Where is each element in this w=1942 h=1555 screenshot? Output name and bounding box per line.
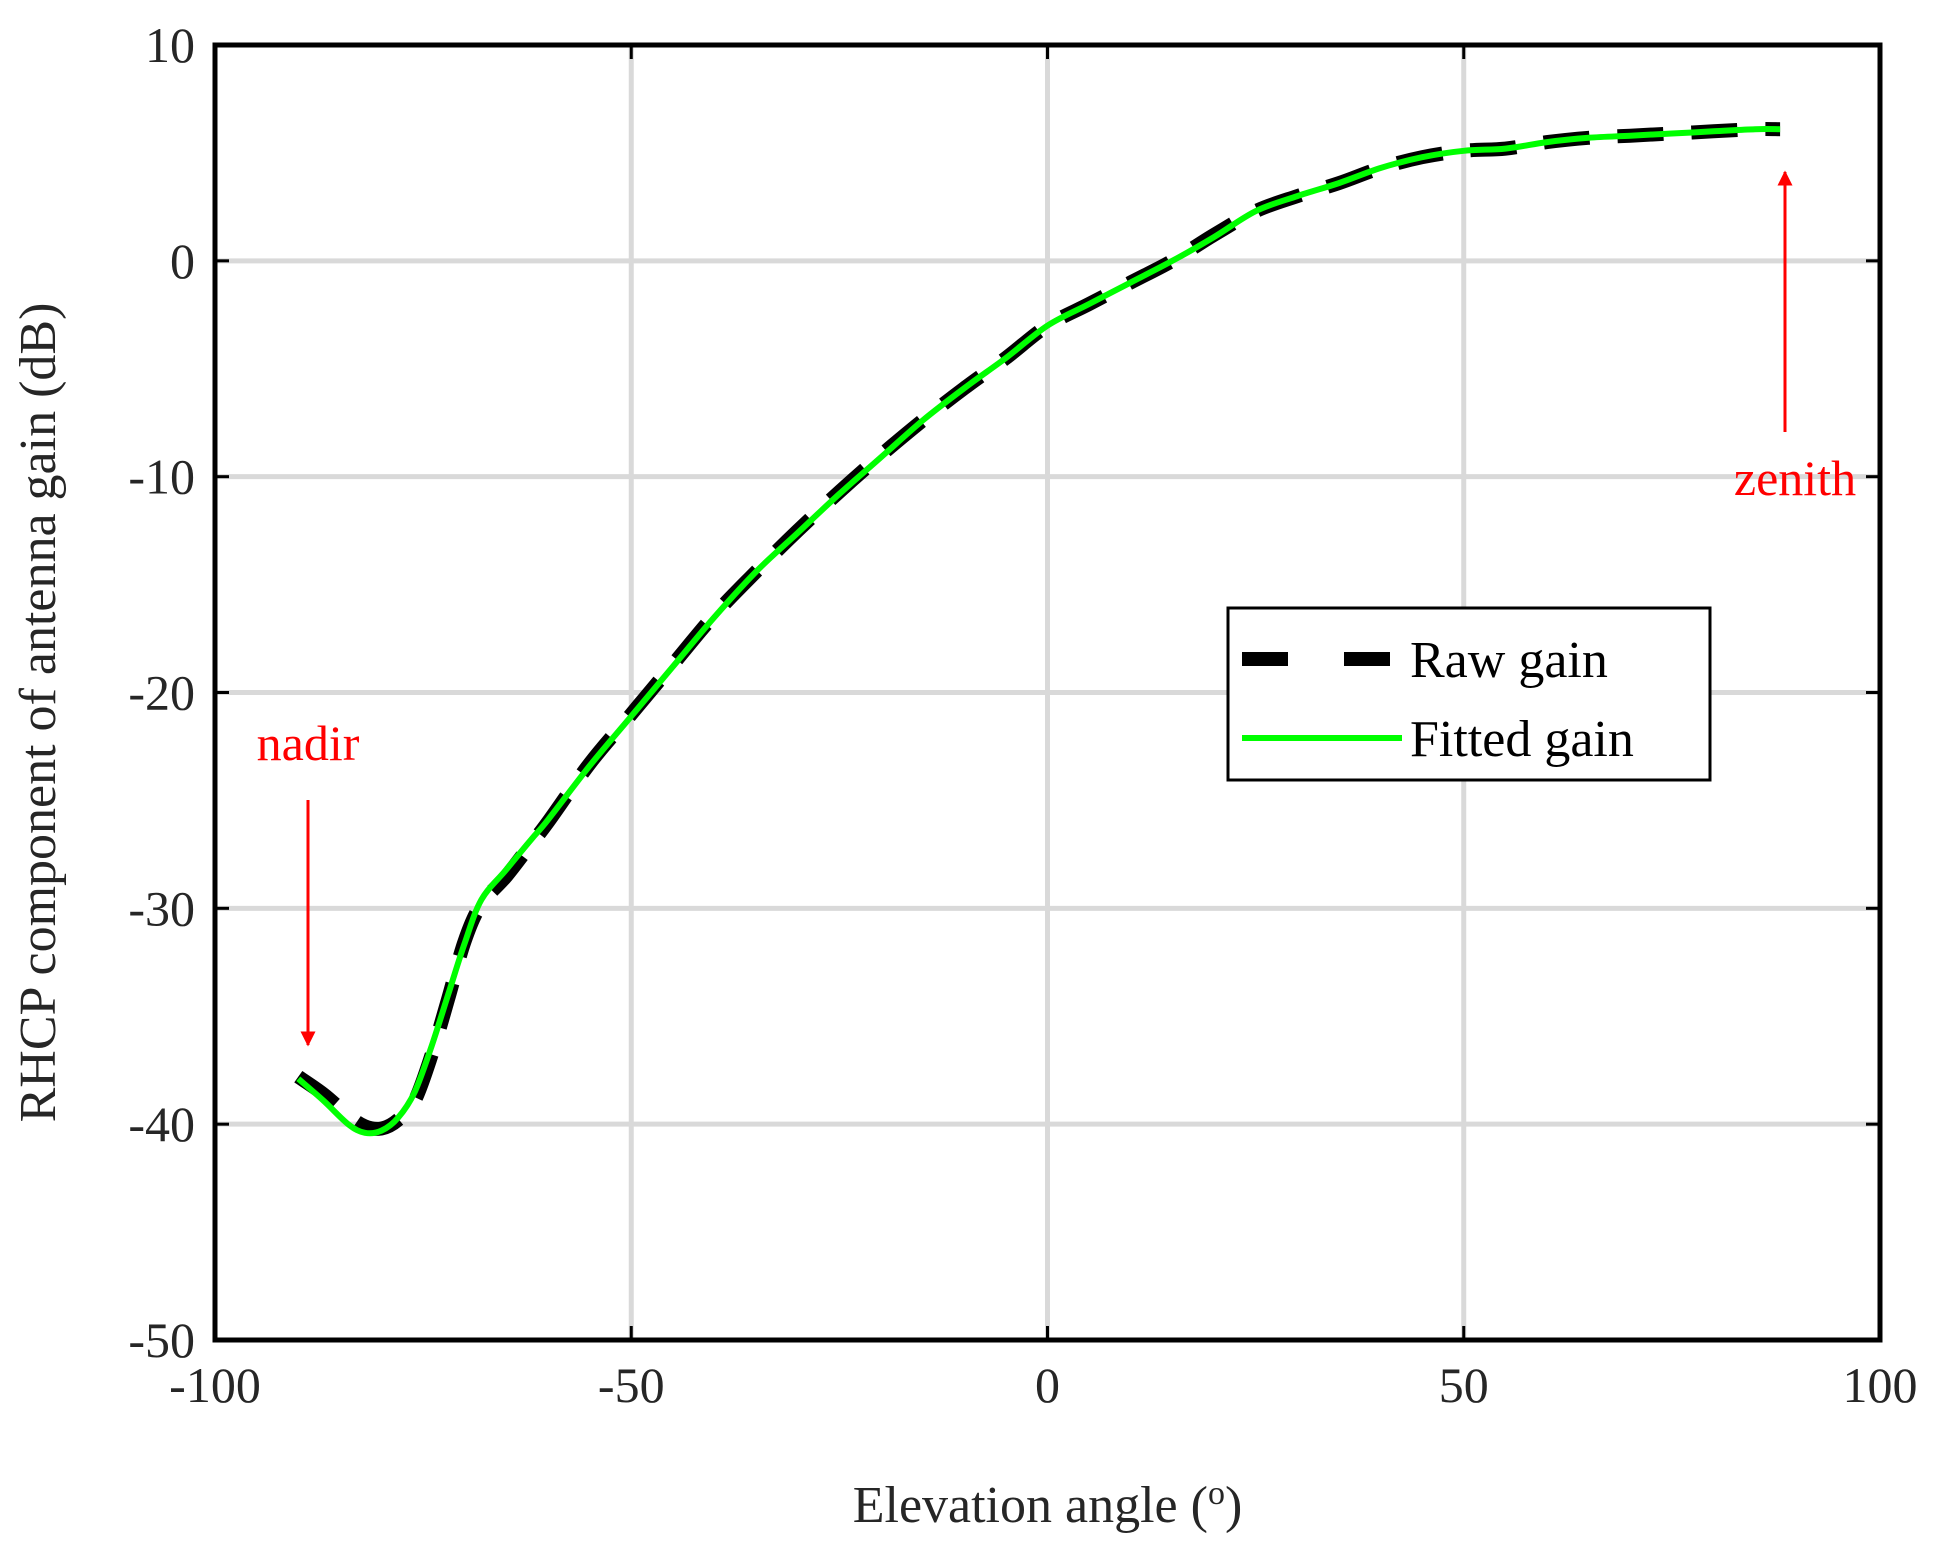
x-axis-title-main: Elevation angle ( [853, 1477, 1208, 1534]
x-tick-label: 0 [1035, 1357, 1060, 1413]
legend-label-fitted-gain: Fitted gain [1410, 711, 1634, 768]
y-tick-label: -50 [128, 1312, 195, 1368]
legend-label-raw-gain: Raw gain [1410, 632, 1608, 689]
legend-box [1226, 606, 1712, 782]
x-tick-label: 50 [1439, 1357, 1489, 1413]
grid-lines [215, 45, 1880, 1340]
legend: Raw gain Fitted gain [1226, 606, 1712, 782]
x-axis-title-end: ) [1225, 1477, 1242, 1534]
x-tick-label: -50 [598, 1357, 665, 1413]
x-axis-title: Elevation angle (o) [853, 1475, 1243, 1535]
x-tick-label: -100 [169, 1357, 261, 1413]
y-tick-label: -10 [128, 449, 195, 505]
y-tick-label: 0 [170, 233, 195, 289]
series-layer [294, 122, 1781, 1137]
y-tick-label: 10 [145, 17, 195, 73]
fitted-gain-line [296, 126, 1781, 1137]
nadir-annotation: nadir [257, 715, 360, 771]
y-tick-label: -30 [128, 880, 195, 936]
y-tick-label: -40 [128, 1096, 195, 1152]
y-axis-title: RHCP component of antenna gain (dB) [10, 303, 67, 1123]
x-axis-title-superscript: o [1208, 1475, 1225, 1512]
y-tick-label: -20 [128, 665, 195, 721]
zenith-annotation: zenith [1734, 450, 1856, 506]
annotations: nadir zenith [257, 170, 1856, 1047]
plot-frame [212, 42, 1883, 1343]
x-tick-label: 100 [1843, 1357, 1918, 1413]
